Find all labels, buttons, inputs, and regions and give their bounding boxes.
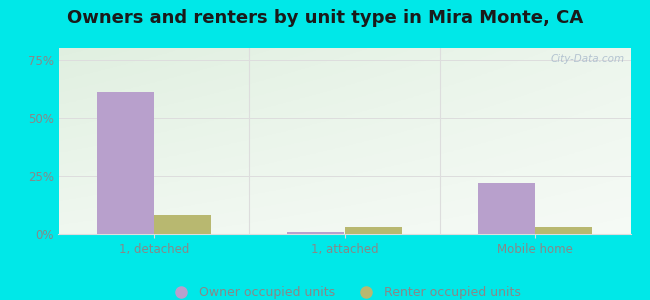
Legend: Owner occupied units, Renter occupied units: Owner occupied units, Renter occupied un… [164, 281, 525, 300]
Bar [97, 92, 154, 234]
Bar [344, 227, 402, 234]
Bar [478, 183, 535, 234]
Bar [535, 227, 592, 234]
Bar [287, 232, 344, 234]
Text: Owners and renters by unit type in Mira Monte, CA: Owners and renters by unit type in Mira … [67, 9, 583, 27]
Text: City-Data.com: City-Data.com [551, 54, 625, 64]
Bar [154, 215, 211, 234]
